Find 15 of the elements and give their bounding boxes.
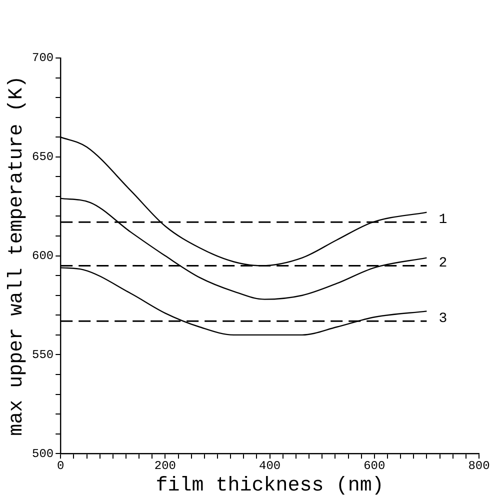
- x-tick-label: 600: [364, 458, 386, 473]
- annotation: 1: [438, 212, 448, 228]
- annotation: 2: [438, 255, 448, 272]
- x-axis-title: film thickness (nm): [156, 474, 384, 498]
- y-tick-label: 650: [32, 150, 54, 164]
- y-tick-label: 550: [32, 348, 54, 362]
- x-tick-label: 400: [258, 458, 281, 473]
- x-tick-label: 800: [468, 458, 490, 473]
- y-axis-title: max upper wall temperature (K): [5, 76, 28, 436]
- x-tick-label: 200: [154, 458, 176, 473]
- x-tick-label: 0: [57, 458, 64, 473]
- y-tick-label: 700: [32, 51, 54, 66]
- annotation: 3: [438, 310, 448, 327]
- y-tick-label: 500: [32, 446, 54, 461]
- y-tick-label: 600: [32, 248, 54, 263]
